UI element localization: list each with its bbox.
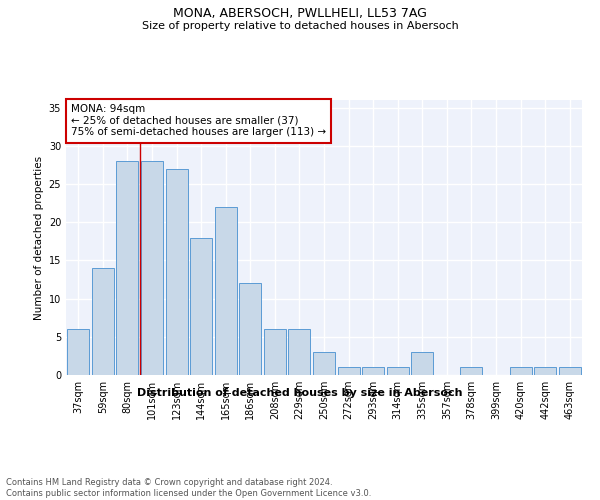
Bar [362, 368, 384, 375]
Text: Size of property relative to detached houses in Abersoch: Size of property relative to detached ho… [142, 21, 458, 31]
Bar [338, 368, 359, 375]
Bar [141, 161, 163, 375]
Y-axis label: Number of detached properties: Number of detached properties [34, 156, 44, 320]
Bar [215, 207, 237, 375]
Bar [67, 329, 89, 375]
Bar [559, 368, 581, 375]
Bar [411, 352, 433, 375]
Bar [386, 368, 409, 375]
Bar [289, 329, 310, 375]
Bar [509, 368, 532, 375]
Bar [460, 368, 482, 375]
Text: MONA, ABERSOCH, PWLLHELI, LL53 7AG: MONA, ABERSOCH, PWLLHELI, LL53 7AG [173, 8, 427, 20]
Bar [116, 161, 139, 375]
Bar [166, 169, 188, 375]
Text: Distribution of detached houses by size in Abersoch: Distribution of detached houses by size … [137, 388, 463, 398]
Text: Contains HM Land Registry data © Crown copyright and database right 2024.
Contai: Contains HM Land Registry data © Crown c… [6, 478, 371, 498]
Bar [190, 238, 212, 375]
Bar [264, 329, 286, 375]
Bar [313, 352, 335, 375]
Bar [239, 284, 262, 375]
Bar [92, 268, 114, 375]
Text: MONA: 94sqm
← 25% of detached houses are smaller (37)
75% of semi-detached house: MONA: 94sqm ← 25% of detached houses are… [71, 104, 326, 138]
Bar [534, 368, 556, 375]
